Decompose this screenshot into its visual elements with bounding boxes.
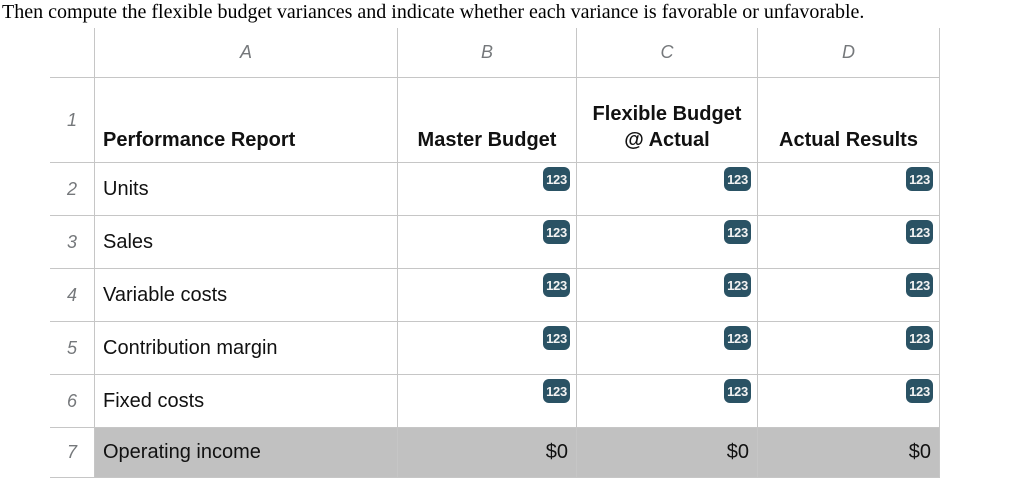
cell-d5-input[interactable]: 123 xyxy=(758,322,940,375)
cell-b6-input[interactable]: 123 xyxy=(398,375,577,428)
cell-b3-input[interactable]: 123 xyxy=(398,216,577,269)
spreadsheet: A B C D 1 Performance Report Master Budg… xyxy=(50,28,940,478)
cell-c2-input[interactable]: 123 xyxy=(577,163,758,216)
cell-b7-value: $0 xyxy=(398,428,577,478)
cell-a2-label: Units xyxy=(95,163,398,216)
cell-a4-label: Variable costs xyxy=(95,269,398,322)
numeric-input-icon[interactable]: 123 xyxy=(906,273,933,297)
cell-a5-label: Contribution margin xyxy=(95,322,398,375)
row-header-6: 6 xyxy=(50,375,95,428)
numeric-input-icon[interactable]: 123 xyxy=(724,273,751,297)
column-header-c: C xyxy=(577,28,758,78)
numeric-input-icon[interactable]: 123 xyxy=(724,326,751,350)
cell-a3-label: Sales xyxy=(95,216,398,269)
numeric-input-icon[interactable]: 123 xyxy=(906,326,933,350)
row-header-2: 2 xyxy=(50,163,95,216)
cell-c7-value: $0 xyxy=(577,428,758,478)
cell-c3-input[interactable]: 123 xyxy=(577,216,758,269)
numeric-input-icon[interactable]: 123 xyxy=(906,167,933,191)
cell-c6-input[interactable]: 123 xyxy=(577,375,758,428)
column-header-d: D xyxy=(758,28,940,78)
numeric-input-icon[interactable]: 123 xyxy=(543,220,570,244)
row-header-5: 5 xyxy=(50,322,95,375)
cell-a1-performance-report: Performance Report xyxy=(95,78,398,163)
cell-b4-input[interactable]: 123 xyxy=(398,269,577,322)
cell-d7-value: $0 xyxy=(758,428,940,478)
row-header-1: 1 xyxy=(50,78,95,163)
cell-d4-input[interactable]: 123 xyxy=(758,269,940,322)
row-header-4: 4 xyxy=(50,269,95,322)
numeric-input-icon[interactable]: 123 xyxy=(906,379,933,403)
numeric-input-icon[interactable]: 123 xyxy=(543,379,570,403)
row-header-3: 3 xyxy=(50,216,95,269)
numeric-input-icon[interactable]: 123 xyxy=(543,326,570,350)
cell-c4-input[interactable]: 123 xyxy=(577,269,758,322)
cell-a7-label: Operating income xyxy=(95,428,398,478)
numeric-input-icon[interactable]: 123 xyxy=(724,379,751,403)
cell-d1-actual-results: Actual Results xyxy=(758,78,940,163)
row-header-7: 7 xyxy=(50,428,95,478)
cell-d6-input[interactable]: 123 xyxy=(758,375,940,428)
cell-c5-input[interactable]: 123 xyxy=(577,322,758,375)
cell-d2-input[interactable]: 123 xyxy=(758,163,940,216)
numeric-input-icon[interactable]: 123 xyxy=(906,220,933,244)
instruction-text: Then compute the flexible budget varianc… xyxy=(2,1,865,23)
column-header-b: B xyxy=(398,28,577,78)
cell-b5-input[interactable]: 123 xyxy=(398,322,577,375)
cell-b2-input[interactable]: 123 xyxy=(398,163,577,216)
numeric-input-icon[interactable]: 123 xyxy=(543,273,570,297)
numeric-input-icon[interactable]: 123 xyxy=(543,167,570,191)
numeric-input-icon[interactable]: 123 xyxy=(724,220,751,244)
cell-b1-master-budget: Master Budget xyxy=(398,78,577,163)
cell-c1-flexible-budget: Flexible Budget @ Actual xyxy=(577,78,758,163)
corner-cell xyxy=(50,28,95,78)
column-header-a: A xyxy=(95,28,398,78)
cell-a6-label: Fixed costs xyxy=(95,375,398,428)
numeric-input-icon[interactable]: 123 xyxy=(724,167,751,191)
cell-d3-input[interactable]: 123 xyxy=(758,216,940,269)
